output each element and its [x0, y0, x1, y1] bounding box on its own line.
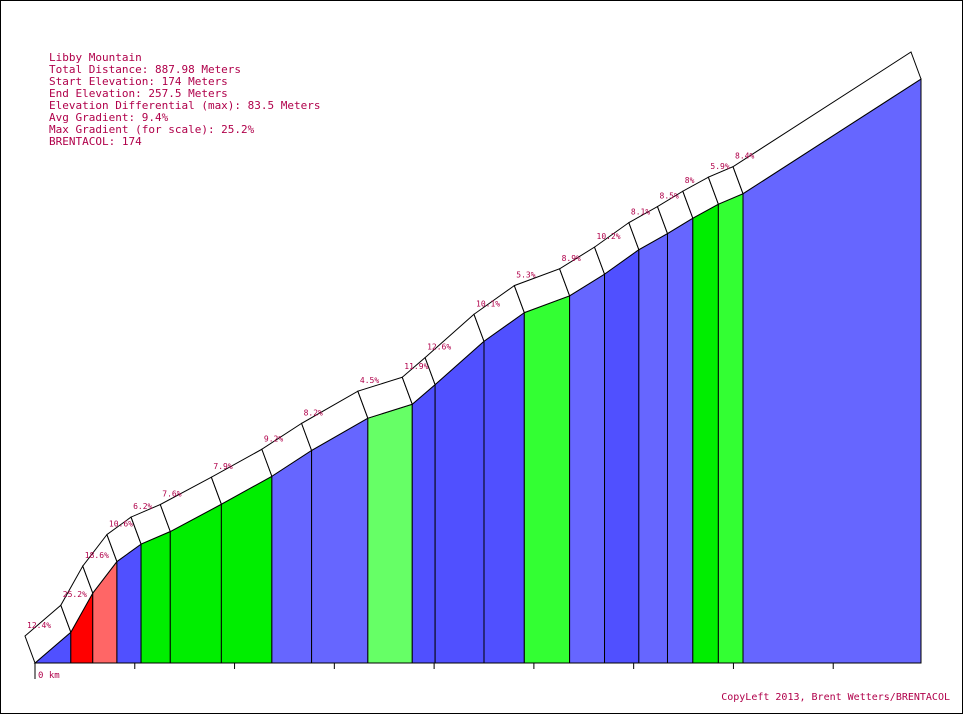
end-elevation: End Elevation: 257.5 Meters: [49, 87, 228, 100]
start-elevation: Start Elevation: 174 Meters: [49, 75, 228, 88]
gradient-label: 18.6%: [85, 551, 109, 560]
gradient-segment: [271, 449, 313, 664]
gradient-segment: [116, 543, 142, 664]
gradient-segment: [411, 383, 436, 664]
elevation-differential: Elevation Differential (max): 83.5 Meter…: [49, 99, 321, 112]
gradient-label: 4.5%: [360, 376, 379, 385]
gradient-segment: [692, 203, 719, 664]
gradient-label: 6.2%: [133, 502, 152, 511]
gradient-label: 8%: [685, 176, 695, 185]
gradient-labels: 12.4% 25.2% 18.6% 10.6%6.2% 7.6% 7.9% 9.2% 8.2%…: [27, 152, 754, 630]
gradient-label: 7.6%: [162, 490, 181, 499]
info-panel: Libby Mountain Total Distance: 887.98 Me…: [49, 51, 321, 148]
gradient-label: 10.6%: [109, 520, 133, 529]
profile-ribbon: [24, 51, 922, 664]
copyleft-credit: CopyLeft 2013, Brent Wetters/BRENTACOL: [721, 692, 950, 703]
gradient-label: 8.2%: [304, 408, 323, 417]
gradient-label: 8.4%: [735, 152, 754, 161]
gradient-label: 10.2%: [597, 232, 621, 241]
x-axis-ticks: [34, 663, 834, 679]
gradient-segment: [311, 417, 369, 664]
gradient-label: 12.4%: [27, 621, 51, 630]
gradient-label: 10.1%: [476, 299, 500, 308]
gradient-segments: [33, 78, 922, 664]
gradient-segment: [523, 295, 571, 664]
gradient-label: 25.2%: [63, 590, 87, 599]
gradient-segment: [434, 340, 485, 664]
gradient-label: 5.9%: [710, 162, 729, 171]
avg-gradient: Avg Gradient: 9.4%: [49, 111, 169, 124]
gradient-label: 5.3%: [516, 271, 535, 280]
gradient-segment: [638, 232, 668, 664]
gradient-label: 8.9%: [562, 254, 581, 263]
gradient-label: 8.5%: [660, 192, 679, 201]
gradient-segment: [140, 530, 171, 664]
total-distance: Total Distance: 887.98 Meters: [49, 63, 241, 76]
gradient-label: 7.9%: [213, 462, 232, 471]
ribbon-segment: [732, 51, 922, 195]
gradient-label: 8.1%: [631, 208, 650, 217]
brentacol-score: BRENTACOL: 174: [49, 135, 142, 148]
gradient-segment: [169, 503, 222, 664]
gradient-segment: [569, 273, 606, 664]
gradient-segment: [367, 403, 413, 664]
gradient-segment: [717, 192, 744, 664]
max-gradient: Max Gradient (for scale): 25.2%: [49, 123, 255, 136]
gradient-label: 11.9%: [404, 362, 428, 371]
gradient-segment: [604, 248, 640, 664]
gradient-segment: [483, 311, 525, 664]
gradient-label: 9.2%: [264, 434, 283, 443]
gradient-label: 12.6%: [427, 343, 451, 352]
gradient-segment: [666, 217, 694, 664]
gradient-segment: [220, 475, 273, 664]
x-axis-start-label: 0 km: [38, 671, 60, 681]
route-title: Libby Mountain: [49, 51, 142, 64]
